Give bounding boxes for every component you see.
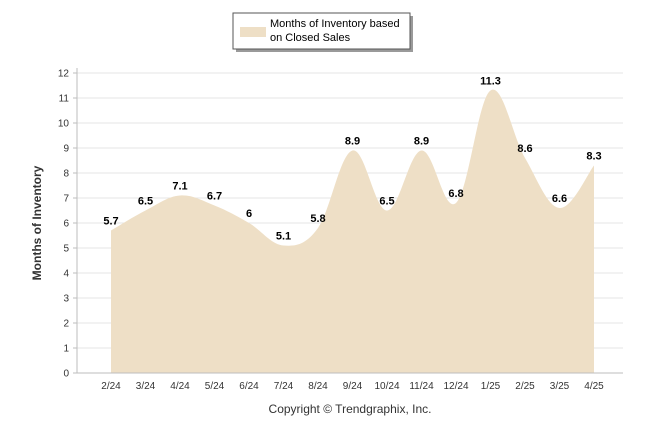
copyright-text: Copyright © Trendgraphix, Inc. bbox=[269, 402, 432, 416]
y-tick-label: 10 bbox=[58, 119, 70, 130]
x-tick-label: 5/24 bbox=[205, 381, 225, 392]
data-label: 8.3 bbox=[586, 151, 601, 163]
data-label: 6.5 bbox=[138, 196, 153, 208]
x-tick-label: 11/24 bbox=[409, 381, 434, 392]
y-axis-title: Months of Inventory bbox=[30, 165, 44, 280]
y-tick-label: 9 bbox=[63, 144, 69, 155]
x-tick-label: 8/24 bbox=[308, 381, 328, 392]
x-tick-label: 3/24 bbox=[136, 381, 156, 392]
legend: Months of Inventory based on Closed Sale… bbox=[232, 12, 413, 52]
x-tick-label: 2/25 bbox=[515, 381, 535, 392]
y-tick-label: 7 bbox=[63, 194, 69, 205]
data-label: 5.8 bbox=[310, 213, 325, 225]
data-label: 8.9 bbox=[345, 136, 360, 148]
x-tick-label: 3/25 bbox=[550, 381, 570, 392]
x-tick-label: 4/25 bbox=[584, 381, 604, 392]
y-tick-label: 8 bbox=[63, 169, 69, 180]
y-tick-label: 11 bbox=[59, 94, 70, 105]
data-label: 8.9 bbox=[414, 136, 429, 148]
data-labels: 5.7 6.5 7.1 6.7 6 5.1 5.8 8.9 6.5 8.9 6.8 11.3 8.6 6.… bbox=[103, 76, 601, 243]
x-tick-label: 9/24 bbox=[343, 381, 363, 392]
y-tick-label: 3 bbox=[63, 294, 69, 305]
area-layer bbox=[111, 89, 594, 374]
data-label: 5.7 bbox=[103, 216, 118, 228]
x-tick-label: 12/24 bbox=[443, 381, 468, 392]
data-label: 6 bbox=[246, 208, 252, 220]
axes bbox=[73, 68, 623, 374]
data-label: 8.6 bbox=[517, 143, 532, 155]
data-label: 6.6 bbox=[552, 193, 567, 205]
data-label: 11.3 bbox=[480, 76, 501, 88]
y-tick-label: 4 bbox=[63, 269, 69, 280]
series-area bbox=[111, 89, 594, 374]
x-tick-labels: 2/24 3/24 4/24 5/24 6/24 7/24 8/24 9/24 10/24 11/… bbox=[101, 381, 604, 392]
y-tick-label: 0 bbox=[63, 369, 69, 380]
legend-label-line-1: Months of Inventory based bbox=[270, 18, 400, 30]
x-tick-label: 4/24 bbox=[170, 381, 190, 392]
x-tick-label: 6/24 bbox=[239, 381, 259, 392]
y-tick-label: 2 bbox=[63, 319, 69, 330]
legend-label-line-2: on Closed Sales bbox=[270, 32, 351, 44]
x-tick-label: 2/24 bbox=[101, 381, 121, 392]
data-label: 6.5 bbox=[379, 196, 394, 208]
data-label: 5.1 bbox=[276, 231, 291, 243]
y-tick-label: 12 bbox=[58, 69, 70, 80]
data-label: 6.8 bbox=[448, 188, 463, 200]
x-tick-label: 7/24 bbox=[274, 381, 294, 392]
y-tick-label: 1 bbox=[63, 344, 69, 355]
legend-swatch bbox=[240, 27, 266, 37]
y-tick-label: 6 bbox=[63, 219, 69, 230]
y-tick-label: 5 bbox=[63, 244, 69, 255]
x-tick-label: 1/25 bbox=[481, 381, 501, 392]
x-tick-label: 10/24 bbox=[374, 381, 399, 392]
data-label: 6.7 bbox=[207, 191, 222, 203]
data-label: 7.1 bbox=[172, 181, 187, 193]
